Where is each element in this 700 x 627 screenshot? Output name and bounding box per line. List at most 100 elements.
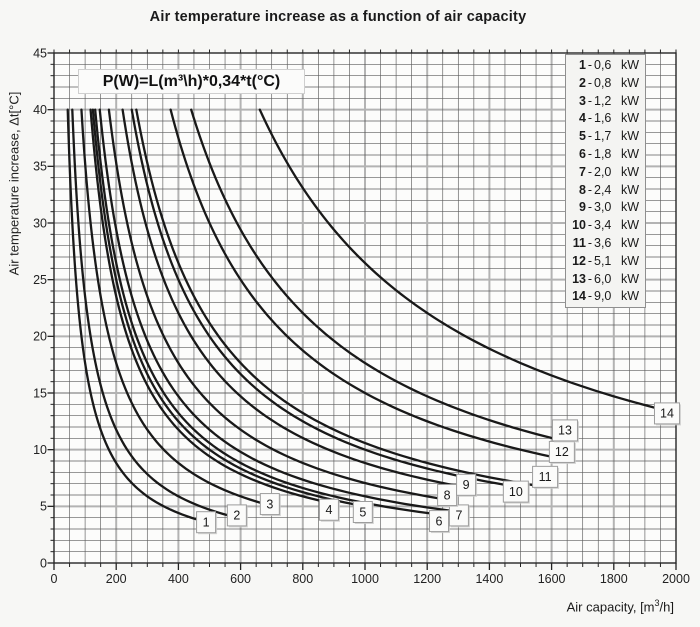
legend-val: 5,1 xyxy=(594,253,612,268)
legend-val: 3,0 xyxy=(594,200,612,215)
legend-num: 10 xyxy=(572,218,586,233)
legend-unit: kW xyxy=(621,235,640,250)
formula-text: P(W)=L(m³\h)*0,34*t(°C) xyxy=(102,72,281,90)
curve-9 xyxy=(121,108,458,487)
curve-label-7: 7 xyxy=(448,504,470,528)
curve-label-1: 1 xyxy=(196,511,218,535)
svg-text:1400: 1400 xyxy=(475,572,503,586)
x-axis-label-suffix: /h] xyxy=(659,599,674,615)
curve-label-6: 6 xyxy=(429,510,451,534)
legend-item-12: 12-5,1 kW xyxy=(566,255,645,268)
legend-unit: kW xyxy=(621,129,640,144)
legend-num: 1 xyxy=(579,58,586,72)
svg-text:20: 20 xyxy=(33,330,47,344)
legend-unit: kW xyxy=(621,111,640,126)
legend-item-3: 3-1,2 kW xyxy=(566,95,645,108)
svg-text:6: 6 xyxy=(436,514,443,528)
legend-val: 1,8 xyxy=(594,146,612,161)
legend-item-13: 13-6,0 kW xyxy=(566,273,645,286)
legend-val: 3,6 xyxy=(594,235,612,250)
legend-unit: kW xyxy=(621,200,640,215)
svg-text:13: 13 xyxy=(558,424,572,438)
curve-2 xyxy=(71,108,230,517)
curve-label-9: 9 xyxy=(456,473,478,497)
y-axis-label: Air temperature increase, Δt[°C] xyxy=(6,91,22,276)
svg-text:8: 8 xyxy=(444,488,451,502)
legend-sep: - xyxy=(587,93,593,108)
curve-6 xyxy=(94,108,432,515)
legend-val: 2,4 xyxy=(594,182,612,197)
legend-sep: - xyxy=(587,289,593,304)
x-axis-label-prefix: Air capacity, [m xyxy=(566,599,655,615)
svg-text:3: 3 xyxy=(266,497,273,511)
legend-sep: - xyxy=(587,75,593,90)
svg-text:9: 9 xyxy=(463,478,470,492)
legend-item-14: 14-9,0 kW xyxy=(566,290,645,303)
legend-unit: kW xyxy=(621,271,640,286)
curve-label-13: 13 xyxy=(551,419,579,443)
curve-3 xyxy=(80,108,262,504)
legend-sep: - xyxy=(587,58,593,72)
x-axis-label-sup: 3 xyxy=(654,598,660,608)
formula-box: P(W)=L(m³\h)*0,34*t(°C) xyxy=(78,69,305,94)
x-axis-label: Air capacity, [m3/h] xyxy=(567,598,674,614)
legend-num: 5 xyxy=(579,129,586,144)
svg-text:35: 35 xyxy=(33,160,47,174)
svg-text:12: 12 xyxy=(555,445,569,459)
legend-num: 4 xyxy=(579,111,586,126)
x-tick-labels: 0 200 400 600 800 1000 1200 1400 1600 1800 2000 xyxy=(51,572,690,586)
legend-val: 6,0 xyxy=(594,271,612,286)
legend-unit: kW xyxy=(621,93,640,108)
legend-val: 2,0 xyxy=(594,164,612,179)
svg-text:11: 11 xyxy=(539,470,552,484)
svg-text:15: 15 xyxy=(33,386,47,400)
legend-num: 9 xyxy=(579,200,586,215)
svg-text:600: 600 xyxy=(230,572,251,586)
curve-label-3: 3 xyxy=(259,493,281,517)
legend-num: 7 xyxy=(579,164,586,179)
curve-14 xyxy=(258,108,657,410)
legend-item-9: 9-3,0 kW xyxy=(566,201,645,214)
curve-8 xyxy=(107,108,440,500)
legend-item-6: 6-1,8 kW xyxy=(566,148,645,161)
legend-unit: kW xyxy=(621,182,640,197)
svg-text:2000: 2000 xyxy=(662,572,690,586)
curve-11 xyxy=(135,108,536,487)
svg-text:14: 14 xyxy=(660,407,674,421)
svg-text:10: 10 xyxy=(509,485,523,499)
legend-item-1: 1-0,6 kW xyxy=(566,59,645,72)
legend-sep: - xyxy=(587,111,593,126)
curve-13 xyxy=(190,108,556,440)
plot-frame xyxy=(53,52,677,564)
chart-title: Air temperature increase as a function o… xyxy=(149,9,527,25)
legend-unit: kW xyxy=(621,146,640,161)
legend-num: 11 xyxy=(572,235,586,250)
svg-text:5: 5 xyxy=(359,505,366,519)
svg-text:25: 25 xyxy=(33,273,47,287)
legend: 1-0,6 kW 2-0,8 kW 3-1,2 kW 4-1,6 kW 5-1,7 kW 6-1,8… xyxy=(565,54,646,308)
curve-12 xyxy=(169,108,553,458)
legend-num: 8 xyxy=(579,182,586,197)
legend-sep: - xyxy=(587,271,593,286)
legend-sep: - xyxy=(587,164,593,179)
curves xyxy=(66,108,657,521)
svg-text:10: 10 xyxy=(33,443,47,457)
legend-item-7: 7-2,0 kW xyxy=(566,166,645,179)
svg-text:2: 2 xyxy=(233,509,240,523)
legend-unit: kW xyxy=(621,253,640,268)
curve-10 xyxy=(130,108,508,487)
curve-7 xyxy=(98,108,451,512)
legend-val: 0,6 xyxy=(594,58,612,72)
curve-label-5: 5 xyxy=(352,501,374,524)
svg-text:400: 400 xyxy=(168,572,189,586)
legend-val: 1,7 xyxy=(594,129,612,144)
svg-text:7: 7 xyxy=(455,509,462,523)
legend-unit: kW xyxy=(621,75,640,90)
legend-val: 1,6 xyxy=(594,111,612,126)
legend-num: 2 xyxy=(579,75,586,90)
legend-item-11: 11-3,6 kW xyxy=(566,237,645,250)
svg-text:40: 40 xyxy=(33,103,47,117)
